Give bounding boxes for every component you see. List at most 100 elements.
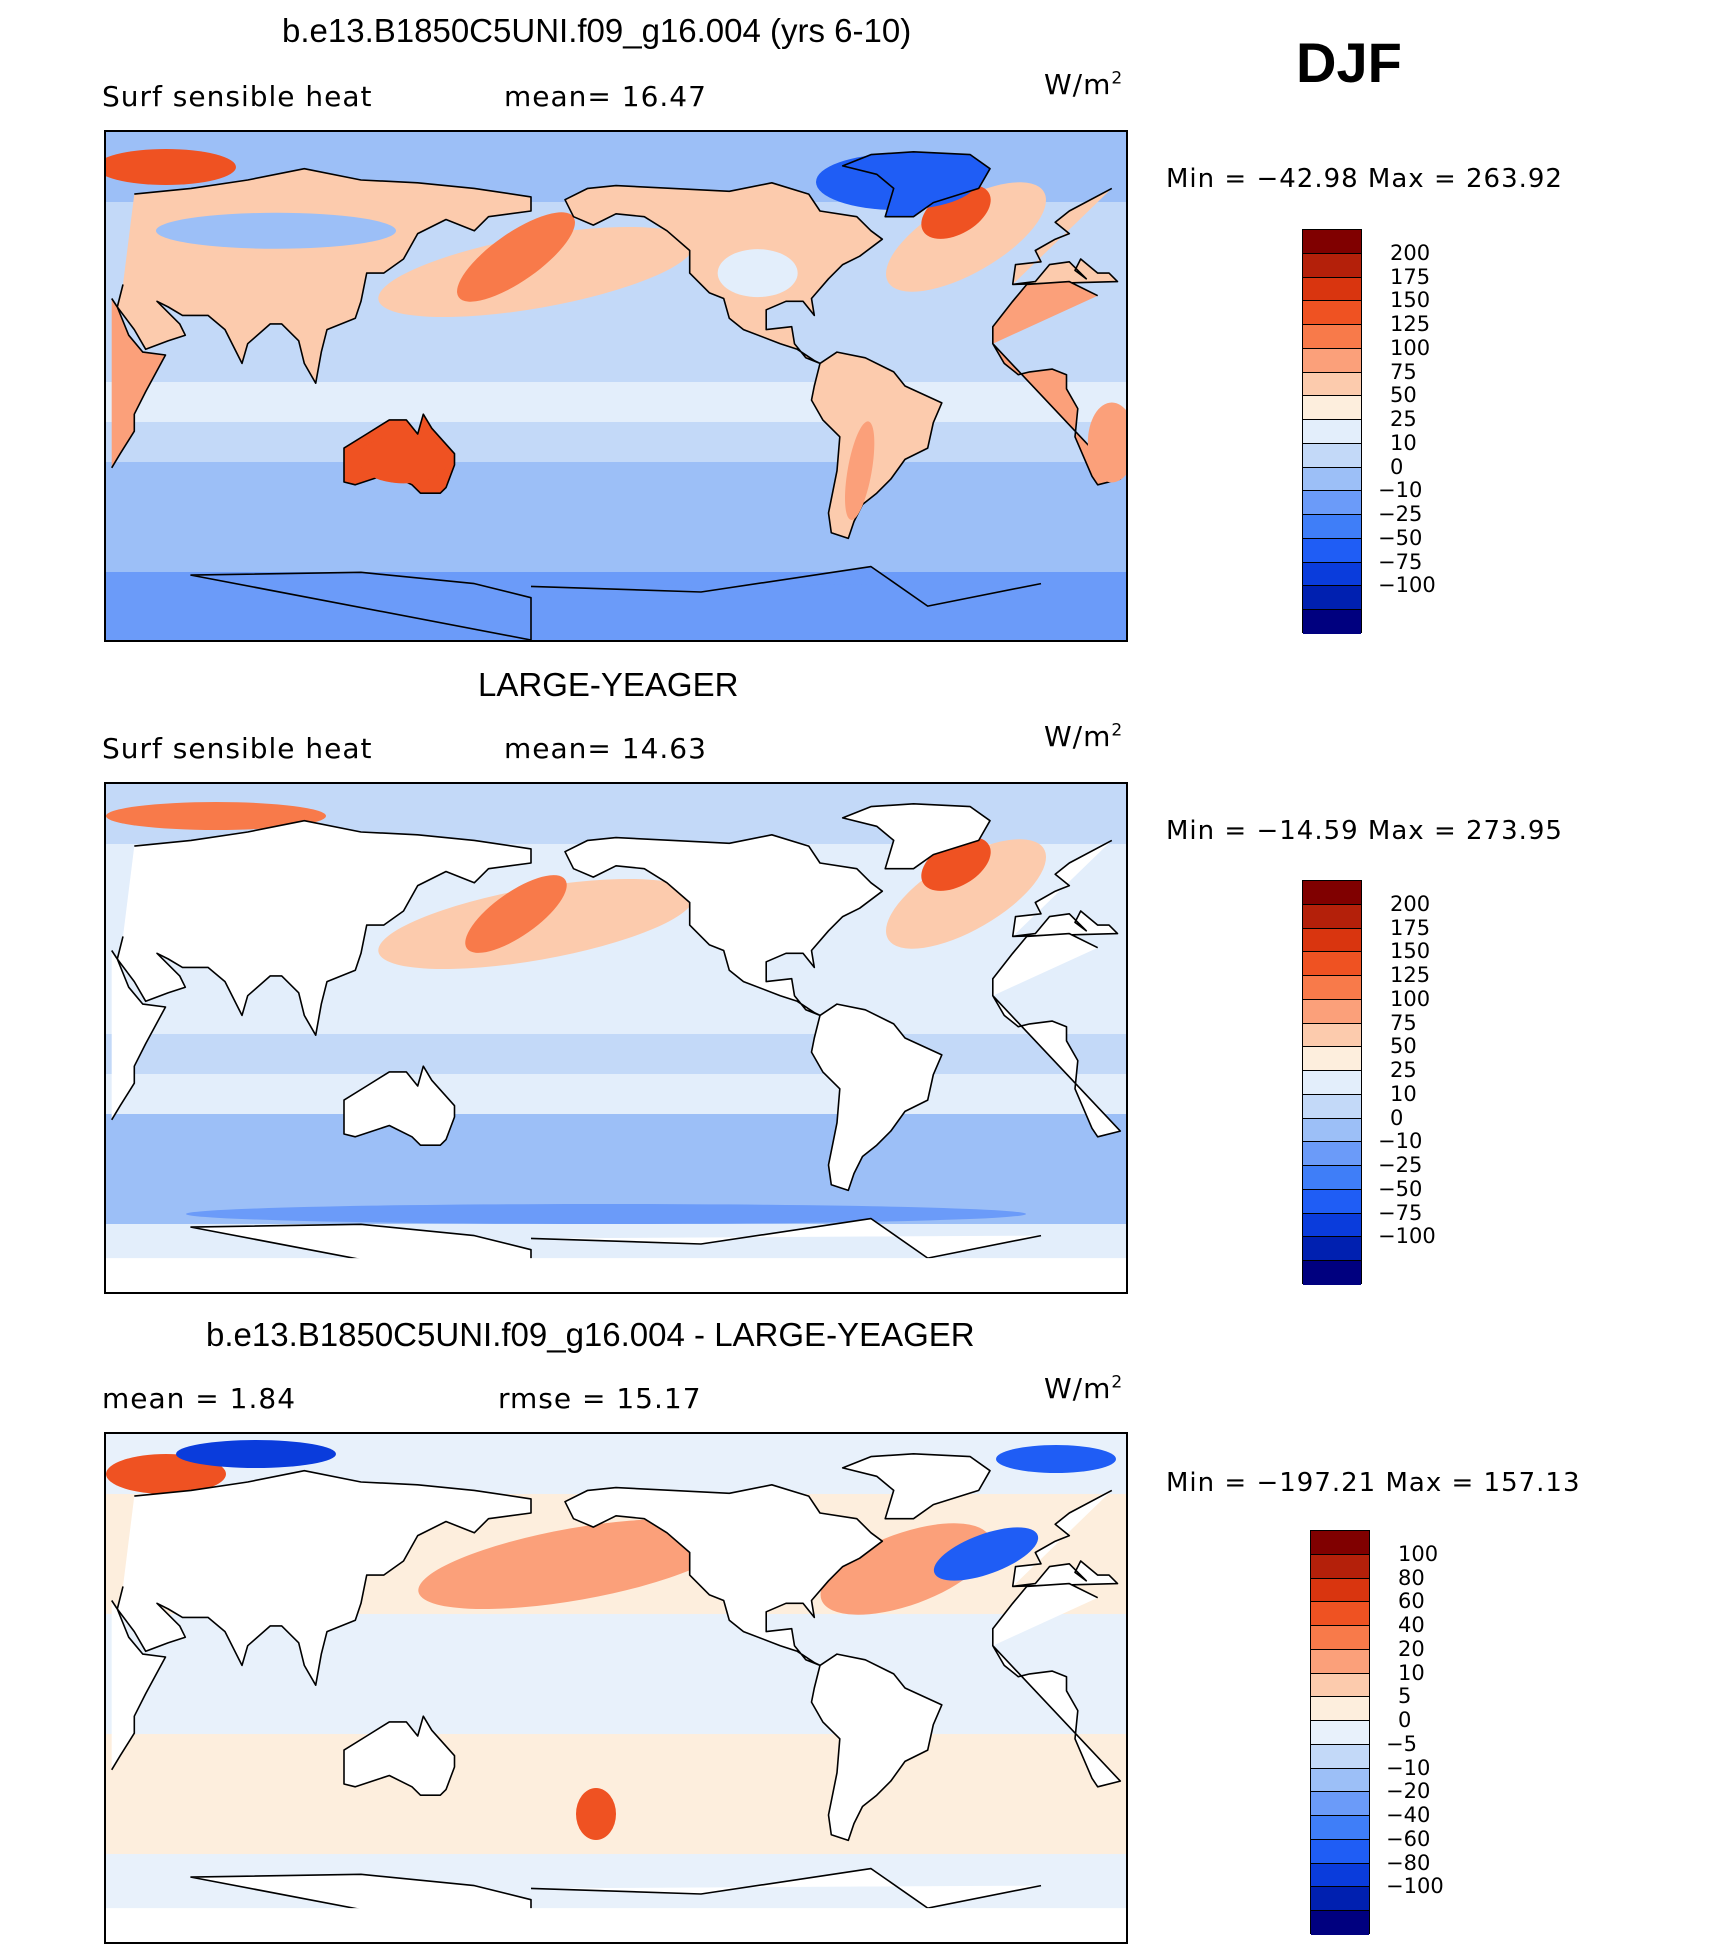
coastline <box>841 803 991 870</box>
antarctica-land <box>106 1258 1126 1292</box>
contour-region <box>418 1518 734 1610</box>
contour-region <box>820 1523 992 1615</box>
colorbar-tick-label: −100 <box>1378 573 1436 598</box>
colorbar-tick-label: −10 <box>1386 1755 1431 1780</box>
coastline <box>810 351 943 540</box>
colorbar-tick-label: −10 <box>1378 478 1423 503</box>
colorbar-segment <box>1303 1142 1361 1166</box>
colorbar-segment <box>1303 610 1361 634</box>
contour-region <box>845 421 875 520</box>
colorbar-segment <box>1311 1911 1369 1935</box>
colorbar-segment <box>1303 1213 1361 1238</box>
colorbar-segment <box>1303 396 1361 420</box>
colorbar-segment <box>1303 1023 1361 1048</box>
panel-3-rmse: rmse = 15.17 <box>498 1382 702 1415</box>
coastline <box>810 1003 943 1192</box>
colorbar-tick-label: −5 <box>1386 1731 1417 1756</box>
colorbar-segment <box>1311 1673 1369 1698</box>
coastline <box>111 1582 1122 1788</box>
coastline <box>190 565 1042 640</box>
colorbar-segment <box>1311 1578 1369 1603</box>
colorbar-tick-label: −80 <box>1386 1850 1431 1875</box>
panel-1-units: W/m2 <box>1044 68 1124 101</box>
colorbar-tick-label: −60 <box>1386 1826 1431 1851</box>
contour-region <box>358 435 449 484</box>
colorbar-tick-label: −20 <box>1386 1779 1431 1804</box>
colorbar-segment <box>1303 1189 1361 1214</box>
panel-3-minmax: Min = −197.21 Max = 157.13 <box>1166 1468 1581 1498</box>
contour-region <box>106 149 236 185</box>
colorbar-segment <box>1311 1744 1369 1769</box>
colorbar-tick-label: 125 <box>1390 963 1431 988</box>
contour-region <box>106 1454 226 1494</box>
colorbar-tick-label: 100 <box>1398 1541 1439 1566</box>
contour-band <box>106 462 1126 582</box>
contour-band <box>106 1034 1126 1074</box>
antarctica-land <box>106 1908 1126 1942</box>
colorbar-tick-label: 200 <box>1390 240 1431 265</box>
contour-region <box>1087 402 1126 483</box>
colorbar-tick-label: −75 <box>1378 549 1423 574</box>
contour-region <box>106 802 326 830</box>
panel-1-title: b.e13.B1850C5UNI.f09_g16.004 (yrs 6-10) <box>282 12 912 49</box>
colorbar-tick-label: −25 <box>1378 1153 1423 1178</box>
panel-2-variable-label: Surf sensible heat <box>102 732 373 765</box>
contour-region <box>996 1445 1116 1473</box>
panel-2-mean: mean= 14.63 <box>504 732 707 765</box>
colorbar-segment <box>1303 372 1361 397</box>
colorbar-tick-label: 75 <box>1390 359 1417 384</box>
colorbar-segment <box>1303 253 1361 278</box>
colorbar-box <box>1302 229 1362 634</box>
colorbar-segment <box>1303 1166 1361 1190</box>
colorbar-tick-label: 10 <box>1390 1081 1417 1106</box>
colorbar-segment <box>1303 1047 1361 1071</box>
colorbar-tick-label: 175 <box>1390 915 1431 940</box>
coastline <box>564 1484 884 1667</box>
panel-2-units: W/m2 <box>1044 720 1124 753</box>
colorbar-segment <box>1303 538 1361 563</box>
panel-2-minmax: Min = −14.59 Max = 273.95 <box>1166 816 1563 846</box>
colorbar-tick-label: 80 <box>1398 1565 1425 1590</box>
colorbar-segment <box>1311 1697 1369 1721</box>
colorbar-segment <box>1311 1721 1369 1745</box>
colorbar-segment <box>1303 443 1361 468</box>
colorbar-tick-label: −25 <box>1378 502 1423 527</box>
panel-1-minmax: Min = −42.98 Max = 263.92 <box>1166 164 1563 194</box>
contour-band <box>106 382 1126 422</box>
colorbar-segment <box>1303 952 1361 976</box>
colorbar-segment <box>1303 230 1361 254</box>
colorbar-segment <box>1303 420 1361 444</box>
colorbar-tick-label: 0 <box>1390 1105 1404 1130</box>
colorbar-segment <box>1303 928 1361 953</box>
coastline <box>343 1715 456 1796</box>
coastline <box>116 819 1119 1036</box>
colorbar-segment <box>1311 1863 1369 1888</box>
colorbar-tick-label: 175 <box>1390 264 1431 289</box>
panel-1-mean: mean= 16.47 <box>504 80 707 113</box>
contour-region <box>886 182 1046 292</box>
colorbar-tick-label: 200 <box>1390 891 1431 916</box>
colorbar-segment <box>1303 562 1361 587</box>
contour-region <box>886 839 1046 949</box>
colorbar-tick-label: 75 <box>1390 1010 1417 1035</box>
colorbar-segment <box>1303 301 1361 325</box>
colorbar-segment <box>1303 467 1361 492</box>
coastline <box>111 932 1122 1138</box>
colorbar-tick-label: 150 <box>1390 288 1431 313</box>
colorbar-segment <box>1303 515 1361 539</box>
colorbar-tick-label: 100 <box>1390 986 1431 1011</box>
panel-2-map <box>104 782 1128 1294</box>
panel-3-units: W/m2 <box>1044 1372 1124 1405</box>
panel-1-map <box>104 130 1128 642</box>
contour-region <box>576 1788 616 1840</box>
colorbar-segment <box>1303 904 1361 929</box>
colorbar-tick-label: −50 <box>1378 525 1423 550</box>
colorbar-tick-label: 0 <box>1390 454 1404 479</box>
colorbar-tick-label: −75 <box>1378 1200 1423 1225</box>
contour-region <box>457 212 575 302</box>
coastline <box>111 280 1122 486</box>
panel-3-map <box>104 1432 1128 1944</box>
colorbar-segment <box>1303 976 1361 1000</box>
colorbar-box <box>1302 880 1362 1285</box>
panel-2-title: LARGE-YEAGER <box>478 666 739 703</box>
